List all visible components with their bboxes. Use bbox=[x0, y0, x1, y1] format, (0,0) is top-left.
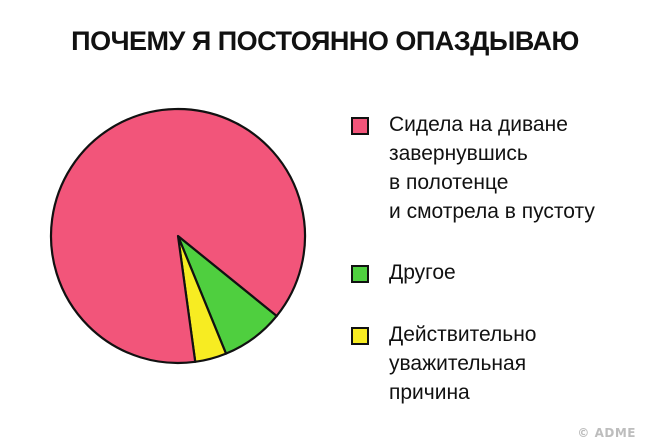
legend-label-3: Действительно уважительная причина bbox=[389, 320, 639, 407]
chart-title: ПОЧЕМУ Я ПОСТОЯННО ОПАЗДЫВАЮ bbox=[71, 26, 579, 56]
legend-label-line: завернувшись bbox=[389, 142, 528, 165]
legend-label-line: причина bbox=[389, 381, 470, 404]
legend-label-line: в полотенце bbox=[389, 171, 509, 194]
legend-label-line: Действительно bbox=[389, 323, 537, 346]
legend-label-line: Другое bbox=[389, 261, 456, 284]
pie-slice-1 bbox=[49, 107, 307, 365]
legend-label-line: Сидела на диване bbox=[389, 113, 568, 136]
legend-label-2: Другое bbox=[389, 258, 639, 287]
legend-swatch-3 bbox=[351, 327, 369, 345]
legend-label-line: уважительная bbox=[389, 352, 527, 375]
legend-label-1: Сидела на диване завернувшись в полотенце и… bbox=[389, 110, 639, 226]
watermark: © ADME bbox=[577, 426, 636, 440]
legend-swatch-1 bbox=[351, 117, 369, 135]
legend-swatch-2 bbox=[351, 265, 369, 283]
legend-label-line: и смотрела в пустоту bbox=[389, 200, 595, 223]
